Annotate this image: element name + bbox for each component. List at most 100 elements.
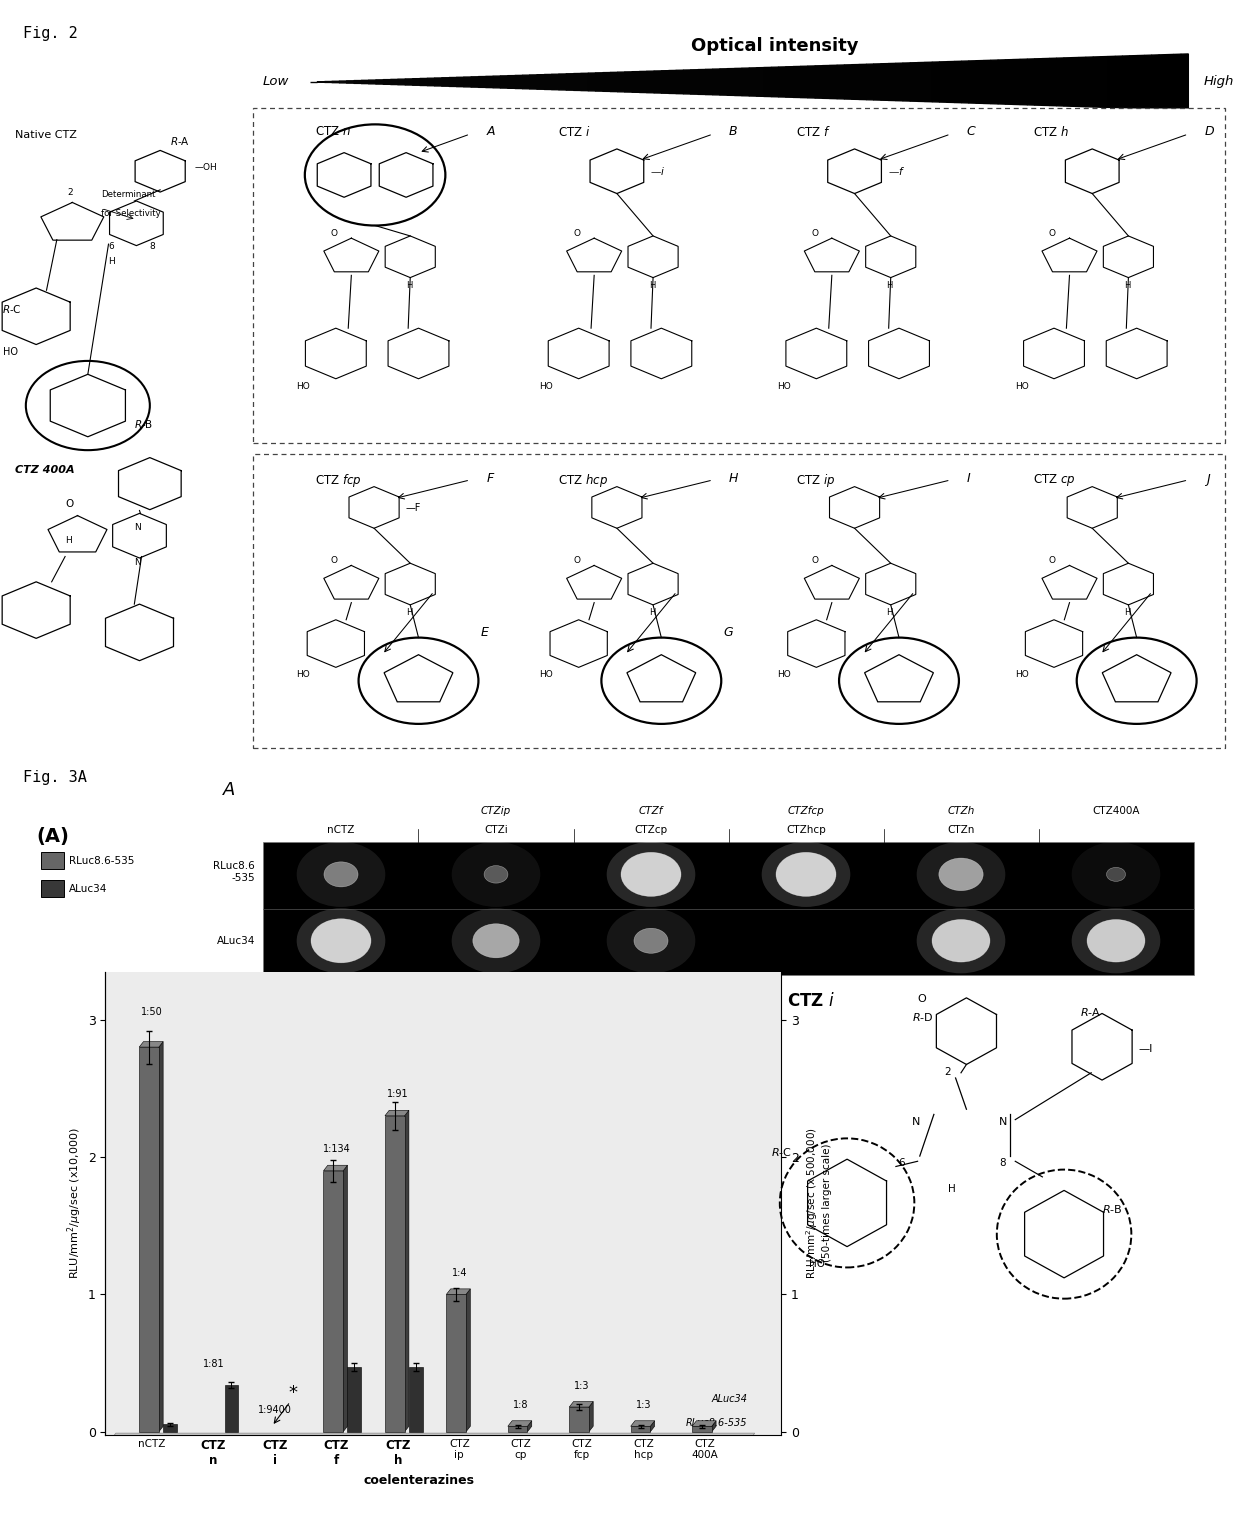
Text: O: O	[811, 229, 818, 238]
Polygon shape	[1102, 654, 1171, 701]
Text: $C$: $C$	[966, 124, 977, 138]
Text: H: H	[108, 257, 115, 266]
Polygon shape	[720, 68, 727, 96]
Text: 1:3: 1:3	[636, 1400, 651, 1410]
Polygon shape	[434, 77, 441, 87]
Polygon shape	[1027, 59, 1034, 105]
Text: HO: HO	[1014, 669, 1028, 679]
Text: O: O	[918, 994, 926, 1003]
Polygon shape	[466, 1289, 470, 1431]
Polygon shape	[446, 1289, 470, 1295]
Polygon shape	[376, 80, 383, 83]
Text: CTZ $n$: CTZ $n$	[315, 124, 351, 138]
Text: CTZ $i$: CTZ $i$	[787, 991, 836, 1009]
Text: 6: 6	[108, 243, 114, 252]
Polygon shape	[698, 70, 706, 94]
Text: H: H	[887, 609, 893, 618]
Polygon shape	[895, 64, 903, 100]
Text: $G$: $G$	[723, 625, 734, 639]
Polygon shape	[384, 654, 453, 701]
Text: CTZ 400A: CTZ 400A	[15, 465, 76, 475]
Text: 1:3: 1:3	[574, 1380, 590, 1390]
Polygon shape	[632, 71, 640, 93]
Polygon shape	[1094, 56, 1101, 108]
Text: HO: HO	[539, 669, 553, 679]
Circle shape	[296, 842, 386, 906]
Polygon shape	[1006, 59, 1013, 105]
Polygon shape	[324, 1166, 347, 1170]
Text: $R$-B: $R$-B	[1102, 1204, 1122, 1216]
Circle shape	[296, 908, 386, 973]
Polygon shape	[910, 62, 918, 102]
Polygon shape	[1049, 58, 1056, 106]
Text: 1:9400: 1:9400	[258, 1406, 291, 1415]
Polygon shape	[627, 563, 678, 604]
Text: CTZhcp: CTZhcp	[786, 826, 826, 835]
Circle shape	[451, 908, 541, 973]
Polygon shape	[779, 67, 786, 97]
Text: N: N	[999, 1117, 1007, 1126]
Polygon shape	[867, 64, 874, 100]
Text: CTZip: CTZip	[481, 806, 511, 815]
Polygon shape	[368, 80, 376, 83]
Circle shape	[1071, 842, 1161, 906]
Polygon shape	[864, 654, 934, 701]
Polygon shape	[386, 235, 435, 278]
Polygon shape	[113, 513, 166, 559]
Text: H: H	[949, 1184, 956, 1195]
Polygon shape	[507, 76, 515, 88]
Polygon shape	[1104, 563, 1153, 604]
Polygon shape	[112, 1433, 755, 1439]
Text: $R$-C: $R$-C	[771, 1146, 792, 1158]
Polygon shape	[1122, 56, 1130, 108]
Text: N: N	[913, 1117, 920, 1126]
Polygon shape	[471, 77, 479, 87]
FancyBboxPatch shape	[253, 108, 1225, 443]
Polygon shape	[650, 1421, 655, 1431]
Text: ALuc34: ALuc34	[69, 883, 108, 894]
Polygon shape	[1130, 56, 1137, 108]
Bar	[347, 1368, 361, 1431]
Polygon shape	[537, 74, 544, 90]
Polygon shape	[580, 73, 588, 91]
Circle shape	[776, 852, 836, 897]
Text: (A): (A)	[36, 827, 69, 847]
Text: Fig. 2: Fig. 2	[22, 26, 77, 41]
Text: $J$: $J$	[1204, 472, 1211, 489]
Polygon shape	[1013, 59, 1021, 105]
Text: N: N	[134, 522, 141, 531]
Polygon shape	[940, 62, 947, 102]
Bar	[692, 1427, 712, 1431]
Text: Low: Low	[263, 76, 289, 88]
Text: CTZ $fcp$: CTZ $fcp$	[315, 472, 362, 489]
Bar	[224, 1384, 238, 1431]
Polygon shape	[880, 64, 888, 100]
Text: $A$: $A$	[486, 124, 496, 138]
Polygon shape	[1180, 55, 1188, 109]
Polygon shape	[159, 1041, 164, 1431]
Bar	[508, 1427, 527, 1431]
Polygon shape	[734, 68, 742, 96]
Polygon shape	[874, 64, 880, 100]
Text: 1:50: 1:50	[141, 1006, 162, 1017]
Polygon shape	[1167, 55, 1174, 109]
Polygon shape	[983, 61, 991, 103]
Text: ALuc34: ALuc34	[712, 1394, 748, 1404]
Circle shape	[606, 842, 696, 906]
Polygon shape	[139, 1041, 164, 1047]
Circle shape	[484, 865, 508, 883]
Polygon shape	[852, 65, 859, 99]
Polygon shape	[815, 65, 822, 99]
Text: 2: 2	[67, 188, 73, 197]
Polygon shape	[771, 67, 779, 97]
Polygon shape	[449, 77, 456, 87]
Text: CTZh: CTZh	[947, 806, 975, 815]
Circle shape	[634, 927, 668, 953]
Polygon shape	[1101, 56, 1107, 108]
Polygon shape	[822, 65, 830, 99]
Polygon shape	[595, 73, 603, 91]
Text: $E$: $E$	[481, 625, 490, 639]
Text: O: O	[573, 229, 580, 238]
Polygon shape	[109, 200, 164, 246]
Polygon shape	[567, 74, 573, 90]
